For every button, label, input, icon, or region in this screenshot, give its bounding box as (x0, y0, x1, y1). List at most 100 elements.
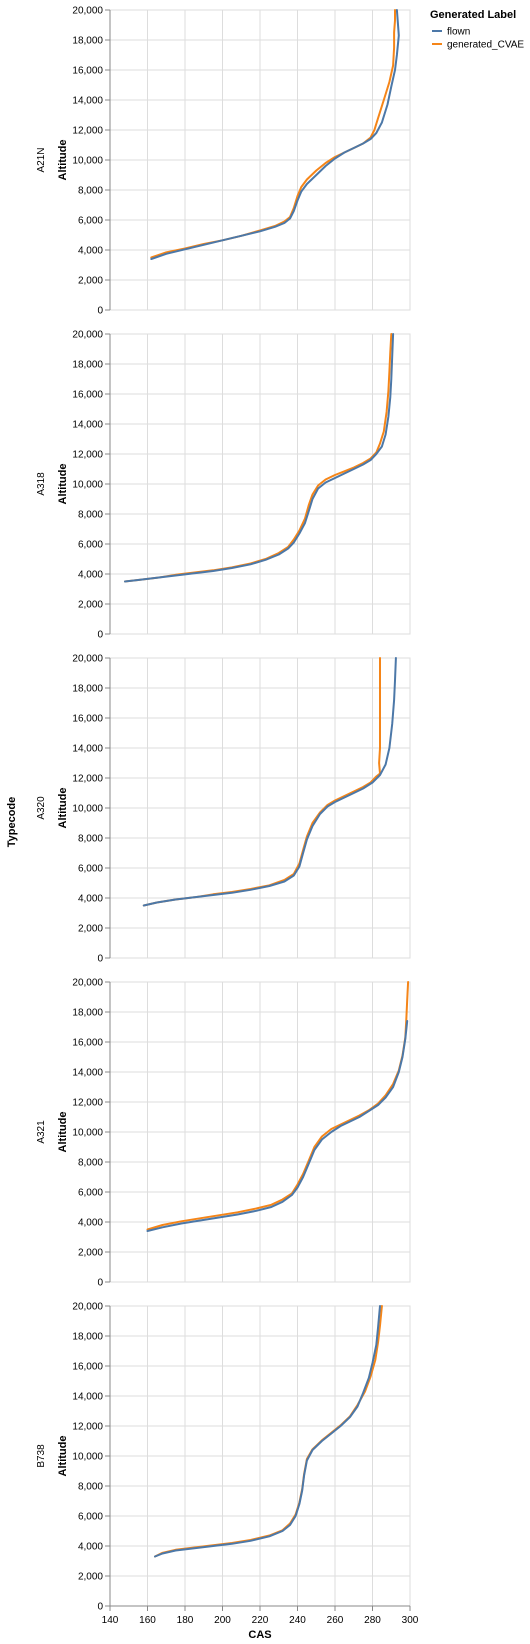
y-tick-label: 6,000 (78, 216, 103, 227)
y-tick-label: 16,000 (72, 1038, 103, 1049)
y-tick-label: 2,000 (78, 924, 103, 935)
facet-panel-b738: 0 2,000 4,000 6,000 8,000 10,000 12,000 14,000 1… (36, 1302, 419, 1627)
facet-panel-a321: 0 2,000 4,000 6,000 8,000 10,000 12,000 14,000 1… (36, 978, 411, 1289)
y-tick-label: 4,000 (78, 570, 103, 581)
y-axis: 0 2,000 4,000 6,000 8,000 10,000 12,000 14,000 1… (72, 978, 111, 1289)
y-tick-label: 20,000 (72, 654, 103, 665)
y-tick-label: 0 (97, 1602, 103, 1613)
y-axis: 0 2,000 4,000 6,000 8,000 10,000 12,000 14,000 1… (72, 1302, 111, 1613)
facet-row-label: A321 (36, 1120, 47, 1144)
y-tick-label: 8,000 (78, 510, 103, 521)
y-tick-label: 8,000 (78, 834, 103, 845)
series-line-flown (150, 9, 400, 260)
grid (109, 981, 411, 1283)
y-tick-label: 16,000 (72, 390, 103, 401)
y-tick-label: 16,000 (72, 66, 103, 77)
x-tick-label: 280 (364, 1615, 381, 1626)
x-tick-label: 300 (402, 1615, 419, 1626)
series-line-flown (142, 657, 397, 907)
legend: Generated Label flown generated_CVAE (430, 9, 524, 51)
y-tick-label: 12,000 (72, 450, 103, 461)
facet-axis-title: Typecode (6, 797, 18, 848)
y-tick-label: 0 (97, 630, 103, 641)
y-tick-label: 20,000 (72, 6, 103, 17)
y-tick-label: 6,000 (78, 1188, 103, 1199)
y-tick-label: 12,000 (72, 126, 103, 137)
grid (109, 333, 411, 635)
y-tick-label: 14,000 (72, 420, 103, 431)
legend-items: flown generated_CVAE (432, 27, 524, 51)
x-axis-title: CAS (248, 1629, 271, 1641)
y-tick-label: 14,000 (72, 1068, 103, 1079)
y-tick-label: 0 (97, 306, 103, 317)
y-tick-label: 2,000 (78, 600, 103, 611)
y-tick-label: 12,000 (72, 1422, 103, 1433)
x-tick-label: 220 (252, 1615, 269, 1626)
grid (109, 1305, 411, 1607)
y-tick-label: 16,000 (72, 714, 103, 725)
legend-entry-label: generated_CVAE (447, 40, 524, 51)
y-tick-label: 4,000 (78, 246, 103, 257)
facet-panel-a21n: 0 2,000 4,000 6,000 8,000 10,000 12,000 14,000 1… (36, 6, 411, 317)
facet-row-label: A320 (36, 796, 47, 820)
y-tick-label: 18,000 (72, 36, 103, 47)
y-tick-label: 20,000 (72, 978, 103, 989)
y-tick-label: 14,000 (72, 744, 103, 755)
series-line-generated-cvae (154, 1305, 383, 1558)
facets-layer: 0 2,000 4,000 6,000 8,000 10,000 12,000 14,000 1… (36, 6, 419, 1627)
y-axis-title: Altitude (57, 140, 69, 181)
y-tick-label: 8,000 (78, 1482, 103, 1493)
x-axis: 140 160 180 200 220 240 260 280 300 (102, 1605, 419, 1626)
y-tick-label: 6,000 (78, 540, 103, 551)
y-tick-label: 10,000 (72, 804, 103, 815)
grid (109, 657, 411, 959)
y-tick-label: 0 (97, 954, 103, 965)
y-tick-label: 4,000 (78, 1218, 103, 1229)
y-tick-label: 10,000 (72, 480, 103, 491)
y-tick-label: 18,000 (72, 360, 103, 371)
y-tick-label: 14,000 (72, 1392, 103, 1403)
y-tick-label: 12,000 (72, 1098, 103, 1109)
y-tick-label: 4,000 (78, 894, 103, 905)
x-tick-label: 200 (214, 1615, 231, 1626)
y-tick-label: 2,000 (78, 1248, 103, 1259)
y-tick-label: 10,000 (72, 156, 103, 167)
grid (109, 9, 411, 311)
y-tick-label: 8,000 (78, 1158, 103, 1169)
y-tick-label: 12,000 (72, 774, 103, 785)
series-line-flown (146, 1020, 409, 1232)
y-tick-label: 4,000 (78, 1542, 103, 1553)
x-tick-label: 140 (102, 1615, 119, 1626)
y-tick-label: 8,000 (78, 186, 103, 197)
y-axis-title: Altitude (57, 1112, 69, 1153)
y-tick-label: 10,000 (72, 1452, 103, 1463)
y-tick-label: 10,000 (72, 1128, 103, 1139)
y-tick-label: 0 (97, 1278, 103, 1289)
facet-panel-a320: 0 2,000 4,000 6,000 8,000 10,000 12,000 14,000 1… (36, 654, 411, 965)
y-tick-label: 6,000 (78, 1512, 103, 1523)
x-tick-label: 160 (139, 1615, 156, 1626)
facet-panel-a318: 0 2,000 4,000 6,000 8,000 10,000 12,000 14,000 1… (36, 330, 411, 641)
y-tick-label: 20,000 (72, 1302, 103, 1313)
y-tick-label: 18,000 (72, 1332, 103, 1343)
y-tick-label: 20,000 (72, 330, 103, 341)
y-tick-label: 2,000 (78, 1572, 103, 1583)
y-tick-label: 2,000 (78, 276, 103, 287)
y-axis-title: Altitude (57, 464, 69, 505)
y-tick-label: 16,000 (72, 1362, 103, 1373)
legend-entry-label: flown (447, 27, 470, 38)
facet-row-label: A318 (36, 472, 47, 496)
y-tick-label: 18,000 (72, 1008, 103, 1019)
x-tick-label: 260 (327, 1615, 344, 1626)
facet-row-label: B738 (36, 1444, 47, 1468)
x-tick-label: 180 (177, 1615, 194, 1626)
y-axis: 0 2,000 4,000 6,000 8,000 10,000 12,000 14,000 1… (72, 654, 111, 965)
series-line-flown (124, 333, 395, 583)
y-axis-title: Altitude (57, 1436, 69, 1477)
x-tick-label: 240 (289, 1615, 306, 1626)
y-axis: 0 2,000 4,000 6,000 8,000 10,000 12,000 14,000 1… (72, 6, 111, 317)
y-axis-title: Altitude (57, 788, 69, 829)
legend-title: Generated Label (430, 9, 516, 21)
y-tick-label: 14,000 (72, 96, 103, 107)
